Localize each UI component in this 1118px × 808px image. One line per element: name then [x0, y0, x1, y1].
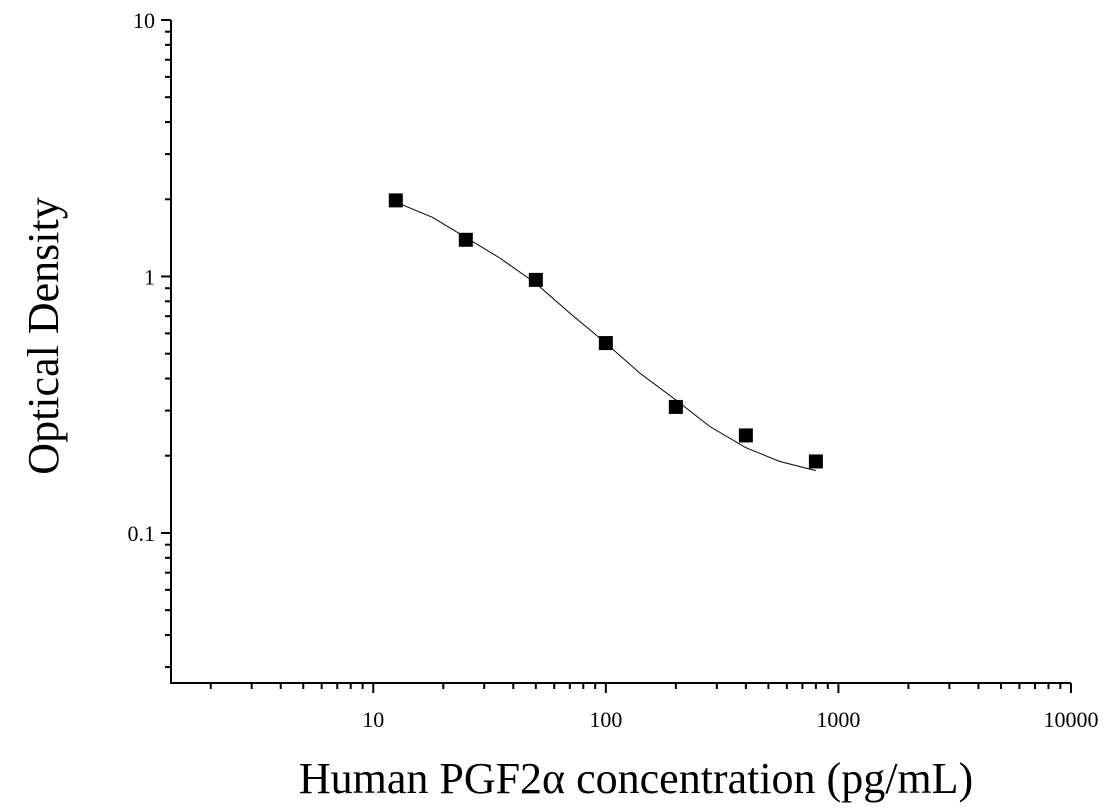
x-tick-label: 10 — [362, 707, 384, 732]
y-tick-label: 1 — [144, 264, 155, 289]
ticks — [161, 19, 1072, 693]
data-point — [598, 336, 613, 351]
x-tick-label: 100 — [589, 707, 622, 732]
tick-labels: 10 100 1000 10000 0.1 1 10 — [128, 8, 1099, 732]
axes — [170, 20, 1071, 684]
x-tick-label: 1000 — [816, 707, 860, 732]
y-tick-label: 0.1 — [128, 521, 156, 546]
data-point — [458, 232, 473, 247]
y-tick-label: 10 — [133, 8, 155, 33]
data-point — [808, 454, 823, 469]
data-point — [668, 399, 683, 414]
data-point — [528, 272, 543, 287]
x-tick-label: 10000 — [1044, 707, 1099, 732]
data-point — [738, 428, 753, 443]
y-axis-title: Optical Density — [19, 197, 68, 474]
data-point — [388, 193, 403, 208]
data-points — [388, 193, 823, 469]
x-axis-title: Human PGF2α concentration (pg/mL) — [299, 754, 973, 803]
